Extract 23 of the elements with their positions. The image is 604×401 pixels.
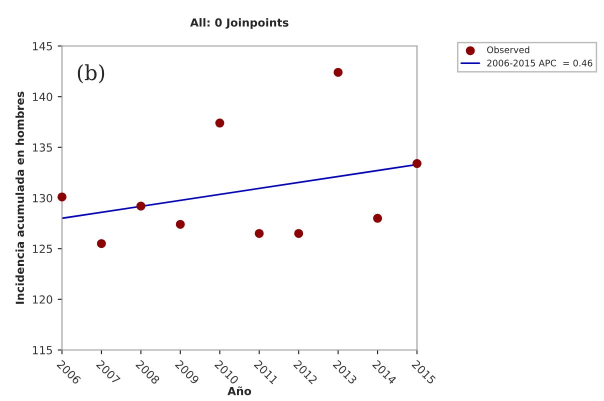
y-tick-label: 140 bbox=[32, 92, 52, 102]
y-tick-label: 120 bbox=[32, 295, 52, 304]
y-axis-title: Incidencia acumulada en hombres bbox=[15, 92, 24, 304]
y-tick-label: 135 bbox=[32, 143, 52, 152]
point bbox=[136, 202, 146, 211]
point bbox=[334, 68, 343, 77]
point bbox=[373, 214, 382, 223]
y-tick-label: 125 bbox=[32, 244, 52, 254]
point bbox=[294, 228, 304, 238]
x-axis-title: Año bbox=[227, 386, 252, 396]
point bbox=[215, 118, 224, 128]
point bbox=[96, 239, 106, 248]
legend-label: Observed bbox=[487, 46, 530, 54]
y-tick-label: 130 bbox=[32, 194, 52, 202]
point bbox=[412, 159, 422, 168]
y-tick-label: 115 bbox=[32, 346, 52, 354]
point bbox=[176, 220, 185, 229]
point bbox=[254, 228, 264, 238]
annotation: (b) bbox=[78, 64, 104, 84]
y-tick-label: 145 bbox=[32, 42, 52, 50]
point bbox=[58, 192, 66, 202]
chart-title: All: 0 Joinpoints bbox=[190, 18, 288, 29]
legend-label: 2006-2015 APC = 0.46 bbox=[487, 60, 592, 66]
